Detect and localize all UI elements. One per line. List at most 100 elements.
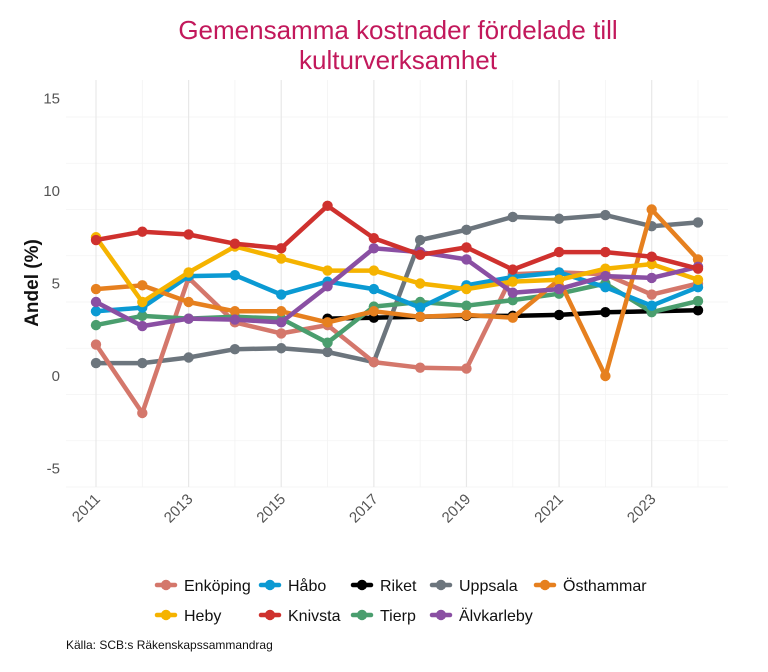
data-point xyxy=(229,343,241,355)
data-point xyxy=(137,310,148,322)
data-point xyxy=(461,254,472,265)
data-point xyxy=(507,211,518,223)
data-point xyxy=(368,306,380,317)
data-point xyxy=(461,363,472,374)
y-axis-label: Andel (%) xyxy=(22,239,43,327)
x-axis-ticks: 2011 2013 2015 2017 2019 2021 2023 xyxy=(69,491,660,527)
legend-item-alvkarleby: Älvkarleby xyxy=(429,607,533,625)
data-point xyxy=(507,276,518,287)
data-point xyxy=(553,246,565,258)
data-point xyxy=(90,296,102,308)
data-point xyxy=(322,281,333,292)
legend-item-tierp: Tierp xyxy=(350,608,416,625)
y-tick-label: -5 xyxy=(47,461,60,478)
data-point xyxy=(229,269,241,281)
y-axis-ticks: -5 0 5 10 15 xyxy=(43,91,60,478)
legend-item-habo: Håbo xyxy=(258,577,326,595)
legend-label: Uppsala xyxy=(459,578,518,595)
data-point xyxy=(507,312,518,323)
data-point xyxy=(646,251,657,262)
data-point xyxy=(368,356,380,368)
data-point xyxy=(137,296,148,308)
legend-swatch-point xyxy=(160,579,172,591)
data-point xyxy=(461,283,472,295)
legend-swatch-point xyxy=(160,609,172,621)
legend-item-riket: Riket xyxy=(350,578,417,595)
data-point xyxy=(507,264,518,275)
data-point xyxy=(137,226,148,237)
data-point xyxy=(692,274,704,285)
legend-label: Riket xyxy=(380,578,417,595)
data-point xyxy=(414,234,426,246)
data-point xyxy=(600,370,611,382)
data-point xyxy=(90,306,102,317)
legend-label: Östhammar xyxy=(563,577,647,595)
data-point xyxy=(276,343,287,354)
data-point xyxy=(692,282,704,293)
data-point xyxy=(276,243,287,254)
legend-label: Älvkarleby xyxy=(459,607,533,625)
y-tick-label: 5 xyxy=(52,276,60,293)
data-point xyxy=(276,306,287,317)
data-point xyxy=(507,287,518,298)
legend-item-uppsala: Uppsala xyxy=(429,578,518,595)
data-point xyxy=(137,320,148,332)
data-point xyxy=(368,232,380,244)
data-point xyxy=(507,294,518,306)
data-point xyxy=(322,317,333,328)
legend-item-knivsta: Knivsta xyxy=(258,608,341,625)
series-lines xyxy=(90,200,704,419)
legend-swatch-point xyxy=(264,579,276,591)
x-tick-label: 2021 xyxy=(531,491,567,527)
data-point xyxy=(414,311,426,322)
data-point xyxy=(646,258,657,270)
y-tick-label: 10 xyxy=(43,183,60,200)
data-point xyxy=(229,306,241,317)
data-point xyxy=(553,267,565,278)
data-point xyxy=(414,249,426,261)
data-point xyxy=(692,295,704,307)
x-tick-label: 2023 xyxy=(624,491,660,527)
data-point xyxy=(600,209,611,221)
data-point xyxy=(414,278,426,289)
data-point xyxy=(276,328,287,339)
x-tick-label: 2017 xyxy=(346,491,382,527)
legend-swatch-point xyxy=(264,609,276,621)
legend-label: Tierp xyxy=(380,608,416,625)
series-line-uppsala xyxy=(93,212,701,366)
data-point xyxy=(322,265,333,276)
data-point xyxy=(646,204,657,215)
data-point xyxy=(183,313,194,324)
legend-swatch-point xyxy=(356,579,368,591)
data-point xyxy=(461,309,472,321)
data-point xyxy=(90,283,102,295)
data-point xyxy=(600,282,611,293)
data-point xyxy=(414,362,426,373)
data-point xyxy=(137,280,148,291)
legend: Enköping Håbo Riket Uppsala Östhammar Heby Kni… xyxy=(154,577,647,625)
data-point xyxy=(276,289,287,300)
series-knivsta xyxy=(90,200,704,275)
data-point xyxy=(229,238,241,249)
data-point xyxy=(183,352,194,363)
data-point xyxy=(600,246,611,258)
legend-label: Håbo xyxy=(288,577,326,595)
data-point xyxy=(553,309,565,321)
series-line-enkoping xyxy=(93,270,701,416)
data-point xyxy=(692,217,704,228)
legend-swatch-point xyxy=(435,579,447,591)
data-point xyxy=(646,300,657,311)
chart-title-line-1: Gemensamma kostnader fördelade till xyxy=(178,15,617,45)
legend-item-osthammar: Östhammar xyxy=(533,577,647,595)
data-point xyxy=(553,213,565,224)
chart-title: Gemensamma kostnader fördelade till kult… xyxy=(178,15,617,75)
series-habo xyxy=(90,267,704,317)
data-point xyxy=(414,302,426,313)
data-point xyxy=(276,253,287,264)
legend-label: Heby xyxy=(184,608,221,625)
data-point xyxy=(600,263,611,274)
y-tick-label: 0 xyxy=(52,368,60,385)
data-point xyxy=(461,242,472,253)
data-point xyxy=(137,407,148,419)
